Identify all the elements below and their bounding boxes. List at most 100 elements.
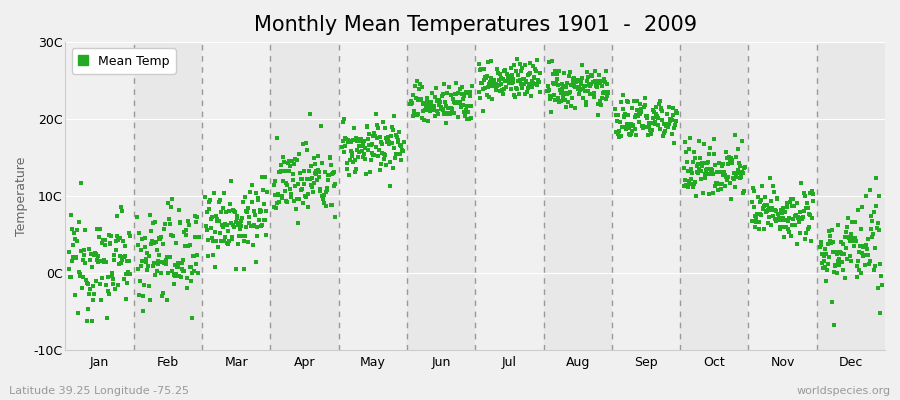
Point [753,211,768,217]
Point [749,218,763,225]
Point [377,151,392,157]
Point [351,142,365,149]
Point [437,80,452,87]
Bar [544,42,612,350]
Point [240,239,255,246]
Point [839,229,853,235]
Point [855,204,869,210]
Point [688,193,703,199]
Point [191,270,205,276]
Point [297,168,311,174]
Point [515,85,529,92]
Point [625,104,639,111]
Point [101,274,115,280]
Point [314,160,328,167]
Point [699,171,714,177]
Point [624,121,638,127]
Point [636,125,651,131]
Point [451,90,465,96]
Point [185,253,200,259]
Point [216,224,230,230]
Point [94,240,109,246]
Point [166,267,180,274]
Point [143,212,157,218]
Point [650,114,664,121]
Point [712,160,726,166]
Bar [749,42,816,350]
Point [303,111,318,117]
Point [297,181,311,187]
Point [661,121,675,127]
Point [736,170,751,176]
Point [299,140,313,146]
Point [432,96,446,103]
Point [654,116,669,123]
Point [291,181,305,187]
Point [409,112,423,119]
Point [647,121,662,128]
Point [699,165,714,172]
Point [404,98,419,104]
Point [347,169,362,175]
Point [225,235,239,242]
Point [714,186,728,192]
Point [416,108,430,114]
Point [817,258,832,264]
Point [627,126,642,133]
Point [848,219,862,226]
Point [454,84,469,90]
Point [421,103,436,109]
Point [388,155,402,161]
Point [493,81,508,87]
Point [374,138,388,145]
Point [280,198,294,205]
Point [718,149,733,156]
Point [806,198,821,204]
Point [820,267,834,273]
Point [439,90,454,96]
Point [508,92,522,98]
Point [592,78,607,84]
Point [767,188,781,195]
Point [211,216,225,223]
Point [858,252,872,259]
Point [507,62,521,68]
Point [519,79,534,85]
Point [83,256,97,263]
Point [434,106,448,112]
Point [254,223,268,229]
Point [626,123,641,129]
Point [226,207,240,214]
Point [77,247,92,253]
Point [308,161,322,167]
Point [154,234,168,240]
Point [365,150,380,156]
Point [381,134,395,140]
Point [566,76,580,82]
Point [158,221,172,228]
Legend: Mean Temp: Mean Temp [72,48,176,74]
Point [805,214,819,221]
Point [322,172,337,178]
Point [259,208,274,214]
Point [485,96,500,102]
Point [843,231,858,238]
Point [221,241,236,248]
Point [565,95,580,102]
Point [148,272,162,278]
Point [238,208,253,214]
Bar [66,42,134,350]
Point [685,170,699,176]
Point [634,123,649,129]
Point [814,251,829,257]
Point [411,95,426,102]
Point [626,98,641,104]
Point [557,70,572,77]
Point [361,147,375,154]
Point [585,73,599,79]
Point [544,58,559,64]
Point [609,118,624,124]
Point [484,82,499,89]
Point [722,154,736,160]
Point [93,281,107,288]
